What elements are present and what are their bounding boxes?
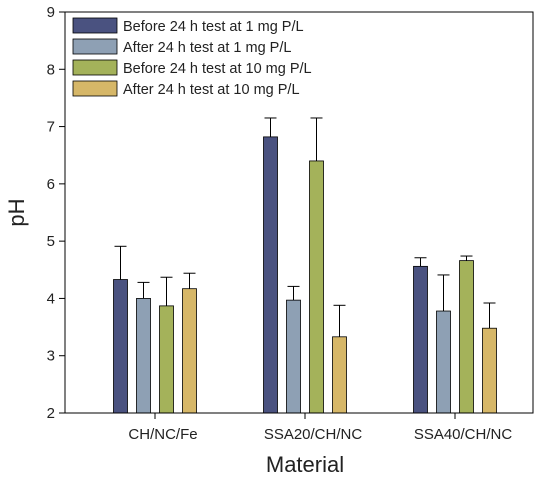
bar <box>309 160 324 414</box>
bar <box>263 136 278 414</box>
legend-label: Before 24 h test at 10 mg P/L <box>123 61 312 77</box>
bar <box>159 305 174 414</box>
bars <box>113 117 497 414</box>
legend-swatch <box>72 17 118 34</box>
bar <box>332 336 347 414</box>
x-tick-label: SSA20/CH/NC <box>264 426 363 443</box>
y-tick-label: 3 <box>47 348 55 365</box>
legend-label: After 24 h test at 1 mg P/L <box>123 40 291 56</box>
y-tick-label: 2 <box>47 405 55 422</box>
y-tick-label: 8 <box>47 61 55 78</box>
x-axis-title: Material <box>266 452 344 477</box>
legend-swatch <box>72 59 118 76</box>
x-tick-label: SSA40/CH/NC <box>414 426 513 443</box>
x-tick-label: CH/NC/Fe <box>128 426 197 443</box>
legend: Before 24 h test at 1 mg P/L After 24 h t… <box>72 17 312 98</box>
legend-label: After 24 h test at 10 mg P/L <box>123 82 300 98</box>
legend-swatch <box>72 38 118 55</box>
y-tick-label: 6 <box>47 176 55 193</box>
y-tick-label: 4 <box>47 290 55 307</box>
legend-label: Before 24 h test at 1 mg P/L <box>123 19 304 35</box>
bar <box>286 299 301 414</box>
bar <box>436 310 451 414</box>
bar <box>182 288 197 414</box>
y-tick-label: 5 <box>47 233 55 250</box>
y-axis-title: pH <box>4 198 29 226</box>
y-tick-label: 7 <box>47 119 55 136</box>
legend-swatch <box>72 80 118 97</box>
bar <box>459 260 474 414</box>
plot-frame <box>64 11 534 414</box>
y-axis: 2 3 4 5 6 7 8 9 <box>47 4 65 422</box>
bar <box>113 279 128 414</box>
bar <box>413 265 428 414</box>
bar <box>136 298 151 414</box>
bar <box>482 327 497 414</box>
x-axis: CH/NC/Fe SSA20/CH/NC SSA40/CH/NC <box>128 413 512 443</box>
y-tick-label: 9 <box>47 4 55 21</box>
